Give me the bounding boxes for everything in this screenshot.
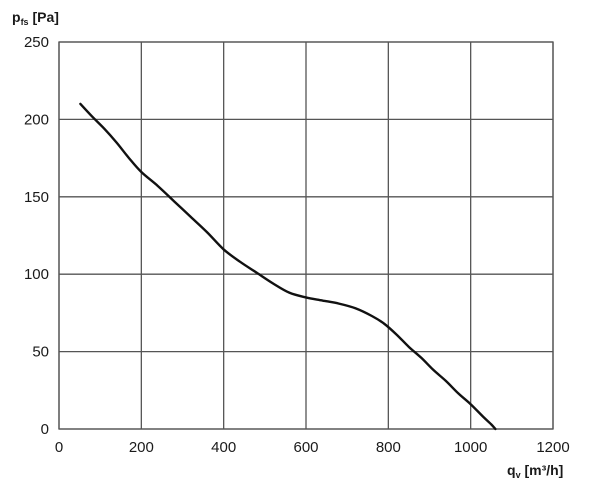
- y-axis-label-sub: fs: [21, 17, 29, 27]
- x-tick-label: 600: [293, 439, 318, 456]
- y-tick-label: 50: [32, 344, 49, 361]
- y-tick-labels: 0 50 100 150 200 250: [24, 34, 49, 438]
- x-axis-label: qv [m³/h]: [507, 462, 563, 480]
- x-tick-label: 400: [211, 439, 236, 456]
- x-tick-label: 1000: [454, 439, 487, 456]
- y-tick-label: 250: [24, 34, 49, 51]
- y-axis-label-unit: [Pa]: [29, 9, 59, 25]
- grid: [58, 41, 554, 430]
- y-axis-label-main: p: [12, 9, 21, 25]
- x-tick-label: 800: [376, 439, 401, 456]
- x-tick-label: 0: [55, 439, 63, 456]
- series-line: [79, 102, 497, 431]
- x-tick-labels: 0 200 400 600 800 1000 1200: [55, 439, 570, 456]
- x-axis-label-sub: v: [516, 470, 521, 480]
- x-axis-label-unit: [m³/h]: [521, 462, 564, 478]
- y-axis-label: pfs [Pa]: [12, 9, 59, 27]
- plot-frame: [58, 41, 554, 430]
- x-tick-label: 1200: [536, 439, 569, 456]
- y-tick-label: 0: [41, 421, 49, 438]
- y-tick-label: 200: [24, 111, 49, 128]
- series-group: [79, 102, 497, 431]
- y-tick-label: 100: [24, 266, 49, 283]
- x-axis-label-main: q: [507, 462, 516, 478]
- y-tick-label: 150: [24, 189, 49, 206]
- x-tick-label: 200: [129, 439, 154, 456]
